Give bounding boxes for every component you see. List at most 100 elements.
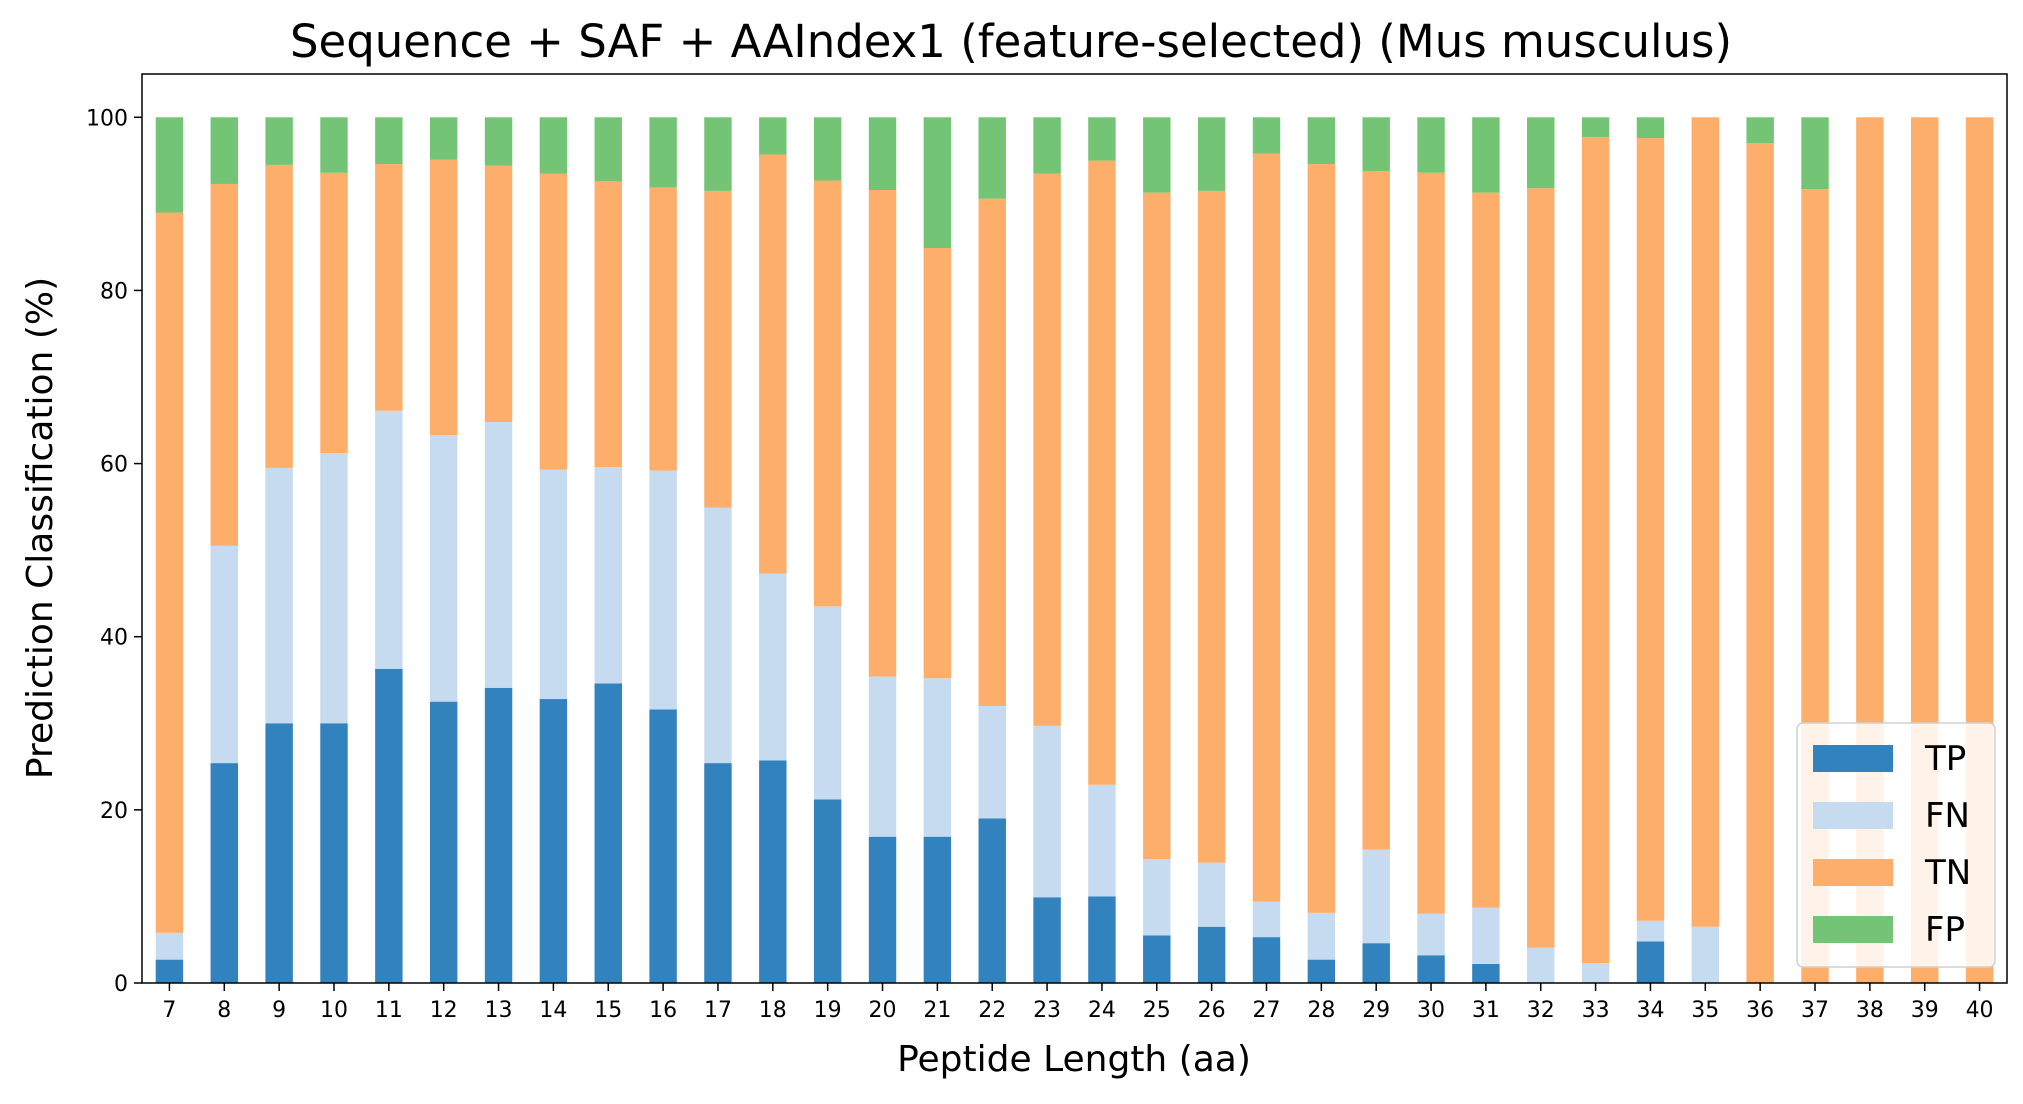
bar-tp-7 [155,959,184,983]
legend-swatch-tp [1813,745,1893,772]
bar-tp-29 [1362,943,1390,983]
bar-tn-14 [539,173,568,470]
bar-tp-20 [868,836,897,983]
bar-tp-9 [265,723,293,983]
bar-fn-30 [1417,913,1445,956]
bar-fn-22 [978,705,1006,819]
x-tick-label-11: 11 [375,998,403,1023]
bar-fp-36 [1746,117,1774,144]
legend-label-fn: FN [1925,796,1970,836]
bar-fn-19 [813,606,842,800]
bar-fn-34 [1636,920,1665,942]
bar-fn-33 [1581,963,1610,983]
bar-fn-21 [923,678,952,837]
bar-fn-11 [375,410,403,669]
bar-fp-13 [484,117,513,166]
bar-tp-27 [1252,937,1281,983]
bar-fn-12 [429,435,458,702]
bar-fn-20 [868,676,897,837]
bar-tn-18 [759,154,787,574]
bar-fp-22 [978,117,1006,199]
bar-tn-24 [1088,160,1116,785]
x-tick-label-19: 19 [814,998,842,1023]
bar-fp-30 [1417,117,1445,173]
bar-fn-14 [539,469,568,700]
bar-fn-10 [320,453,348,724]
x-tick-label-33: 33 [1582,998,1610,1023]
bar-fn-25 [1143,859,1171,936]
y-tick-label-0: 0 [114,972,128,997]
bar-tn-9 [265,164,293,468]
bars-layer [155,117,1994,984]
bar-tp-17 [704,763,732,983]
x-tick-label-27: 27 [1252,998,1280,1023]
x-tick-label-14: 14 [539,998,567,1023]
bar-tn-34 [1636,138,1665,921]
bar-fp-17 [704,117,732,191]
axes-layer: 0 20 40 60 80 100 7 8 9 10 11 12 13 14 15 16 17 18 19 20 21 2… [86,73,2008,1023]
y-tick-label-80: 80 [100,279,128,304]
bar-fn-29 [1362,849,1390,944]
x-tick-label-10: 10 [320,998,348,1023]
x-tick-label-13: 13 [485,998,513,1023]
x-tick-label-35: 35 [1691,998,1719,1023]
bar-fp-32 [1527,117,1555,189]
bar-tp-22 [978,818,1006,983]
x-tick-label-29: 29 [1362,998,1390,1023]
y-tick-label-100: 100 [86,106,128,131]
bar-fp-28 [1307,117,1336,165]
x-tick-label-23: 23 [1033,998,1061,1023]
legend-label-fp: FP [1925,910,1965,950]
bar-fp-33 [1581,117,1610,138]
bar-fn-24 [1088,784,1116,897]
bar-fp-24 [1088,117,1116,161]
bar-tn-21 [923,248,952,679]
x-axis-title: Peptide Length (aa) [897,1039,1251,1080]
bar-fn-32 [1527,947,1555,983]
legend-swatch-fn [1813,802,1893,829]
bar-tn-17 [704,190,732,508]
x-tick-label-12: 12 [430,998,458,1023]
bar-tp-11 [375,668,403,983]
bar-fn-7 [155,932,184,960]
bar-fp-16 [649,117,677,188]
x-tick-label-36: 36 [1746,998,1774,1023]
bar-fp-21 [923,117,952,249]
bar-tn-22 [978,198,1006,706]
bar-fp-34 [1636,117,1665,139]
x-tick-label-15: 15 [594,998,622,1023]
bar-fp-37 [1801,117,1829,190]
legend-label-tn: TN [1924,853,1971,893]
x-tick-label-39: 39 [1911,998,1939,1023]
bar-fn-27 [1252,901,1281,938]
bar-tp-15 [594,683,622,983]
bar-fp-10 [320,117,348,173]
x-tick-label-21: 21 [923,998,951,1023]
bar-fp-27 [1252,117,1281,154]
bar-fp-8 [210,117,238,184]
bar-fp-18 [759,117,787,155]
x-tick-label-8: 8 [217,998,231,1023]
bar-tp-18 [759,760,787,983]
x-tick-label-34: 34 [1636,998,1664,1023]
bar-fp-15 [594,117,622,182]
bar-tp-12 [429,701,458,983]
x-tick-label-9: 9 [272,998,286,1023]
bar-tn-12 [429,159,458,436]
x-tick-label-22: 22 [978,998,1006,1023]
legend: TP FN TN FP [1796,722,1996,968]
bar-tn-32 [1527,188,1555,948]
legend-swatch-tn [1813,859,1893,886]
bar-fp-20 [868,117,897,191]
bar-tn-16 [649,187,677,471]
bar-tp-30 [1417,955,1445,983]
bar-fp-14 [539,117,568,174]
bar-tn-27 [1252,153,1281,902]
x-tick-label-7: 7 [162,998,176,1023]
x-tick-label-32: 32 [1527,998,1555,1023]
x-tick-label-31: 31 [1472,998,1500,1023]
legend-label-tp: TP [1924,739,1966,779]
bar-fp-11 [375,117,403,165]
legend-swatch-fp [1813,916,1893,943]
